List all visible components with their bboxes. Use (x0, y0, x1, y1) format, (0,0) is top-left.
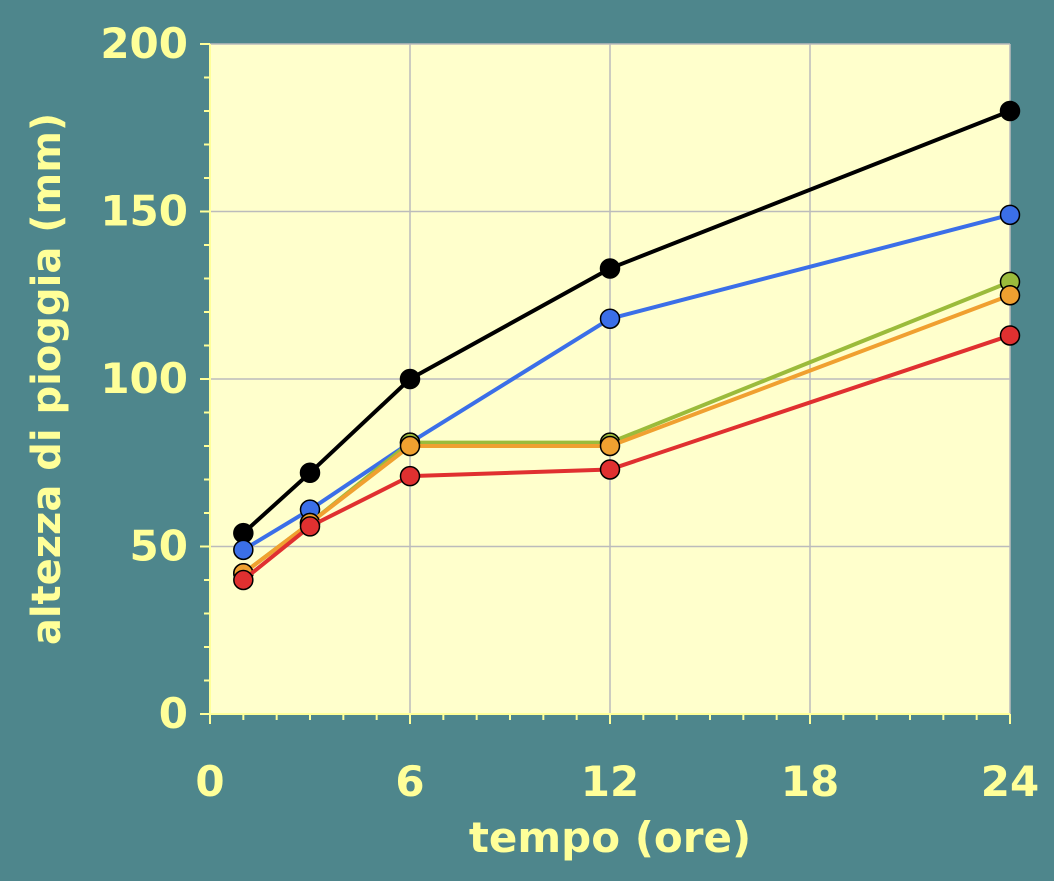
data-point (599, 258, 621, 279)
data-point (233, 569, 254, 591)
data-point (599, 459, 621, 480)
x-tick-label: 0 (195, 757, 224, 806)
y-tick-label: 200 (100, 19, 188, 68)
labels: tempo (ore) altezza di pioggia (mm) (24, 113, 751, 862)
data-point (999, 285, 1021, 306)
x-tick-label: 12 (581, 757, 639, 806)
data-point (999, 100, 1021, 122)
y-tick-label: 100 (100, 354, 188, 403)
data-point (399, 465, 421, 487)
data-point (599, 435, 621, 457)
data-point (233, 539, 254, 561)
y-tick-label: 150 (100, 187, 188, 236)
data-point (999, 204, 1021, 226)
series-layer (233, 100, 1021, 591)
y-tick-label: 0 (159, 689, 188, 738)
y-tick-label: 50 (130, 522, 188, 571)
x-tick-label: 24 (981, 757, 1039, 806)
data-point (299, 462, 321, 484)
series-4 (233, 325, 1021, 591)
data-point (399, 435, 421, 457)
x-axis-label: tempo (ore) (469, 813, 751, 862)
axes: 0 50 100 150 200 0 6 12 18 24 (100, 19, 1039, 806)
data-point (599, 308, 621, 329)
x-tick-label: 6 (395, 757, 424, 806)
data-point (299, 516, 321, 537)
grid-lines (210, 43, 1011, 714)
series-0 (233, 100, 1021, 544)
y-axis-label: altezza di pioggia (mm) (24, 113, 70, 645)
x-tick-label: 18 (781, 757, 839, 806)
data-point (399, 368, 421, 390)
data-point (999, 325, 1021, 346)
